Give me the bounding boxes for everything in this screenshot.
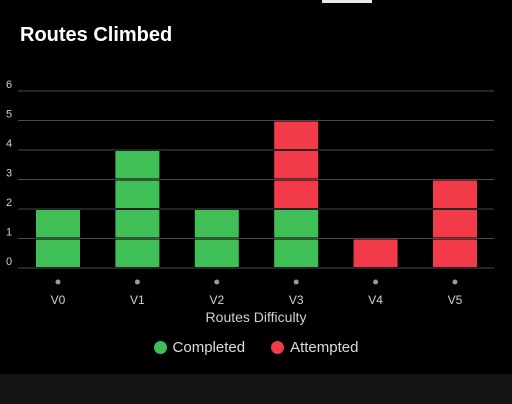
bar-segment-v3-completed-2 (274, 210, 319, 238)
y-tick-label-3: 3 (6, 168, 12, 180)
bar-segment-v2-completed-1 (194, 239, 239, 267)
bar-segment-v0-completed-2 (36, 210, 80, 238)
bar-segment-v3-attempted-1 (274, 180, 319, 208)
bar-segment-v4-attempted-1 (353, 239, 398, 267)
x-tick-label-v5: V5 (448, 293, 463, 307)
bar-segment-v3-attempted-3 (274, 121, 319, 149)
legend-item-completed[interactable]: Completed (153, 338, 246, 356)
attempted-dot-icon (271, 340, 285, 354)
x-tick-dot-v5 (452, 279, 458, 285)
x-tick-dot-v3 (293, 279, 299, 285)
x-tick-dot-v4 (373, 279, 379, 285)
bar-segment-v5-attempted-3 (433, 180, 477, 208)
x-tick-dot-v0 (55, 279, 61, 285)
legend-label-completed: Completed (172, 338, 246, 356)
bar-segment-v5-attempted-1 (433, 239, 477, 267)
x-tick-label-v3: V3 (289, 293, 304, 307)
y-tick-label-1: 1 (6, 227, 12, 239)
top-indicator (322, 0, 372, 3)
bar-segment-v1-completed-1 (115, 239, 160, 267)
bar-segment-v1-completed-3 (115, 180, 160, 208)
chart-title: Routes Climbed (20, 24, 173, 46)
bar-segment-v1-completed-2 (115, 210, 160, 238)
bar-segment-v1-completed-4 (115, 151, 160, 179)
bar-segment-v5-attempted-2 (433, 210, 477, 238)
bar-segment-v3-completed-1 (274, 239, 319, 267)
bar-segment-v3-attempted-2 (274, 151, 319, 179)
legend: Completed Attempted (0, 336, 512, 358)
x-tick-label-v1: V1 (130, 293, 145, 307)
y-tick-label-6: 6 (6, 79, 12, 91)
x-axis-title: Routes Difficulty (206, 309, 307, 325)
bar-segment-v2-completed-2 (194, 210, 239, 238)
y-tick-label-5: 5 (6, 109, 12, 121)
bottom-bar (0, 374, 512, 404)
completed-dot-icon (153, 340, 167, 354)
legend-item-attempted[interactable]: Attempted (271, 339, 358, 356)
x-tick-label-v4: V4 (368, 293, 383, 307)
legend-label-attempted: Attempted (290, 338, 359, 356)
y-tick-label-2: 2 (6, 197, 12, 209)
y-tick-label-0: 0 (6, 256, 12, 268)
x-tick-label-v0: V0 (51, 293, 66, 307)
x-tick-dot-v2 (214, 279, 220, 285)
x-tick-label-v2: V2 (209, 293, 224, 307)
stacked-bar-chart: 0 1 2 3 4 5 6 V0 V1 V2 V3 V4 V5 Routes Difficulty (6, 79, 494, 325)
y-tick-label-4: 4 (6, 138, 12, 150)
x-tick-dot-v1 (134, 279, 140, 285)
bar-segment-v0-completed-1 (36, 239, 80, 267)
